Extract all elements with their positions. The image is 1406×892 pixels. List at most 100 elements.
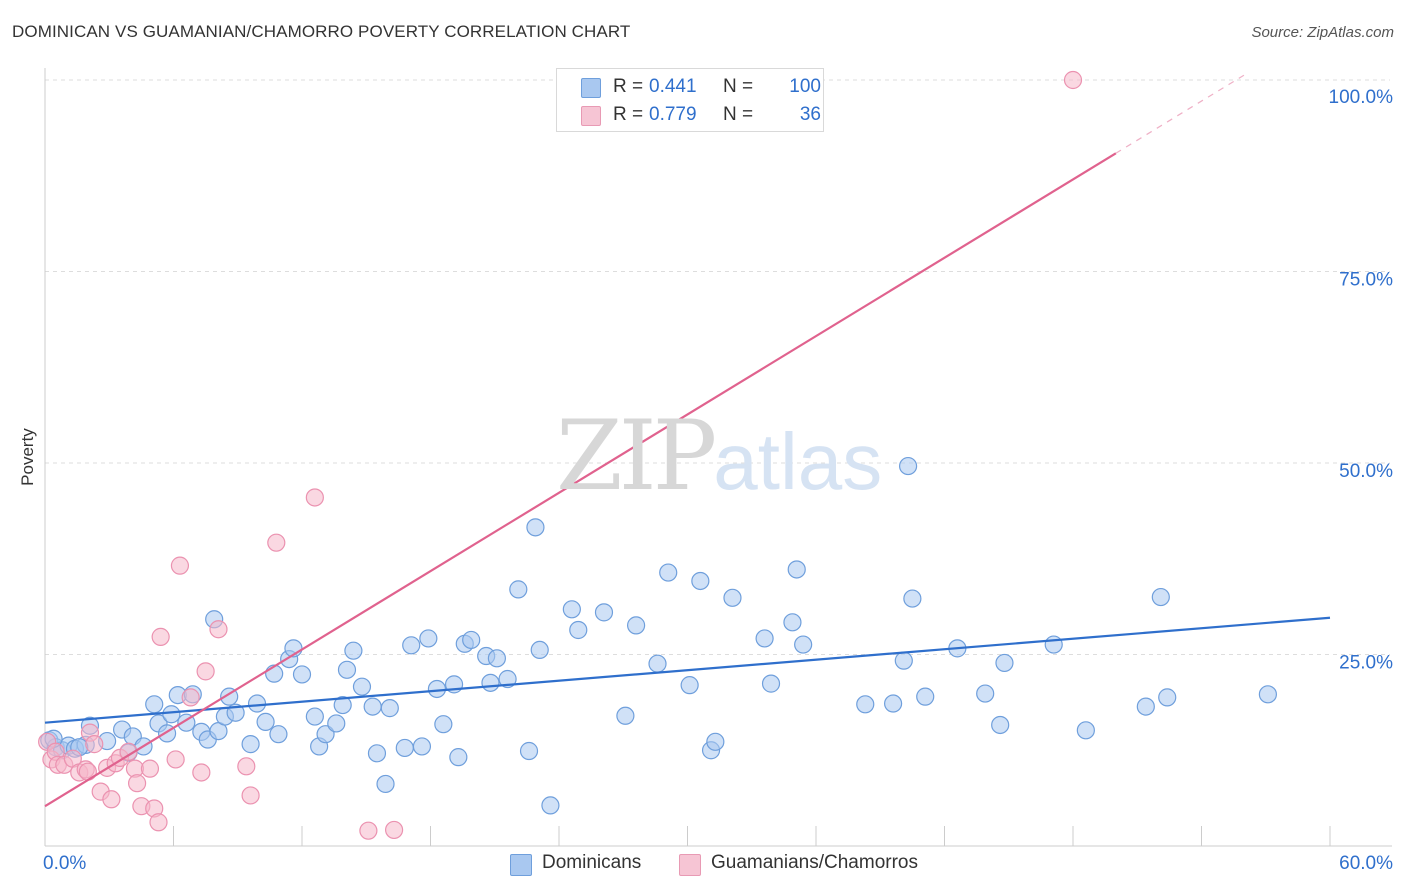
- guamanian-point: [196, 662, 215, 681]
- dominican-point: [783, 613, 802, 632]
- dominican-point: [648, 654, 667, 673]
- dominican-point: [898, 456, 918, 476]
- dominican-point: [462, 630, 481, 650]
- guamanian-trendline: [44, 152, 1117, 808]
- y-axis-label: Poverty: [18, 428, 37, 486]
- guamanian-point: [359, 821, 378, 840]
- dominican-point: [419, 629, 438, 648]
- dominican-point: [1258, 685, 1277, 704]
- guamanian-point: [192, 763, 211, 782]
- dominican-point: [269, 725, 288, 744]
- dominican-point: [794, 635, 813, 654]
- dominican-point: [903, 589, 922, 608]
- dominican-point: [344, 641, 363, 660]
- bottom-legend-label: Guamanians/Chamorros: [711, 852, 918, 873]
- y-tick-label: 100.0%: [1329, 87, 1394, 108]
- guamanian-point: [140, 759, 160, 778]
- bottom-legend-label: Dominicans: [542, 852, 642, 873]
- guamanian-point: [170, 556, 190, 575]
- dominican-point: [976, 684, 995, 703]
- dominican-point: [761, 674, 781, 693]
- legend-n-value: 100: [789, 76, 821, 97]
- dominican-point: [337, 660, 357, 679]
- dominican-point: [991, 715, 1010, 735]
- dominican-point: [856, 695, 875, 714]
- dominican-point: [367, 744, 387, 763]
- guamanian-point: [384, 820, 404, 840]
- guamanian-point: [241, 786, 260, 805]
- guamanian-point: [181, 688, 200, 707]
- y-tick-label: 75.0%: [1339, 270, 1393, 291]
- dominican-point: [541, 796, 560, 815]
- dominican-point: [626, 616, 646, 635]
- dominican-point: [562, 600, 581, 619]
- legend-r-label: R =: [613, 76, 644, 97]
- x-tick-label: 0.0%: [43, 853, 86, 874]
- guamanian-point: [267, 533, 286, 552]
- dominican-point: [412, 737, 432, 756]
- guamanian-point: [209, 620, 228, 639]
- legend-r-value: 0.441: [649, 76, 697, 97]
- dominican-point: [327, 714, 346, 733]
- dominican-point: [376, 774, 395, 794]
- dominican-point: [316, 725, 335, 744]
- guamanian-point: [127, 774, 147, 793]
- dominican-point: [256, 712, 275, 732]
- dominican-point: [787, 560, 806, 579]
- legend-r-value: 0.779: [649, 104, 697, 125]
- guamanian-point: [166, 750, 185, 769]
- dominican-point: [333, 695, 352, 715]
- legend-n-label: N =: [723, 76, 754, 97]
- dominican-point: [363, 697, 382, 716]
- legend-n-label: N =: [723, 104, 754, 125]
- guamanian-point: [1063, 70, 1083, 90]
- dominican-point: [481, 673, 500, 692]
- guamanian-point: [102, 790, 121, 809]
- dominican-point: [509, 580, 528, 599]
- dominican-point: [530, 640, 549, 660]
- dominican-point: [352, 677, 372, 696]
- dominican-point: [569, 620, 588, 640]
- dominican-point: [305, 707, 324, 726]
- dominican-point: [395, 738, 414, 758]
- dominican-point: [706, 732, 725, 751]
- dominican-point: [519, 741, 539, 761]
- dominican-point: [427, 679, 447, 699]
- dominican-point: [247, 694, 267, 713]
- dominican-point: [916, 687, 935, 706]
- guamanian-point: [151, 627, 170, 646]
- dominican-point: [594, 603, 614, 622]
- dominican-point: [1076, 721, 1095, 740]
- dominican-point: [659, 563, 678, 582]
- legend-swatch-blue: [581, 78, 601, 98]
- dominican-point: [241, 735, 260, 754]
- chart-title: DOMINICAN VS GUAMANIAN/CHAMORRO POVERTY …: [12, 22, 631, 41]
- correlation-legend: R = 0.441 N = 100 R = 0.779 N = 36: [556, 68, 824, 132]
- dominican-point: [526, 518, 545, 537]
- dominican-point: [1136, 697, 1155, 716]
- dominican-point: [680, 676, 699, 695]
- dominican-point: [883, 694, 903, 713]
- y-tick-label: 50.0%: [1339, 461, 1393, 482]
- guamanian-point: [305, 488, 324, 507]
- dominican-point: [292, 665, 312, 684]
- dominican-point: [894, 651, 913, 670]
- dominican-trendline: [44, 616, 1331, 724]
- dominican-point: [1158, 688, 1177, 707]
- dominican-point: [691, 571, 710, 591]
- bottom-legend-swatch-pink: [679, 854, 701, 876]
- legend-n-value: 36: [799, 104, 821, 125]
- dominican-point: [487, 649, 506, 668]
- dominican-point: [995, 653, 1014, 673]
- x-tick-label: 60.0%: [1339, 853, 1393, 874]
- dominican-point: [449, 748, 468, 767]
- dominican-point: [402, 636, 421, 655]
- source-label: Source: ZipAtlas.com: [1251, 24, 1394, 41]
- dominican-point: [145, 695, 164, 714]
- dominican-point: [1151, 587, 1170, 607]
- guamanian-point: [85, 735, 104, 754]
- dominican-point: [162, 705, 181, 724]
- dominican-point: [755, 629, 774, 648]
- guamanian-point: [237, 757, 256, 776]
